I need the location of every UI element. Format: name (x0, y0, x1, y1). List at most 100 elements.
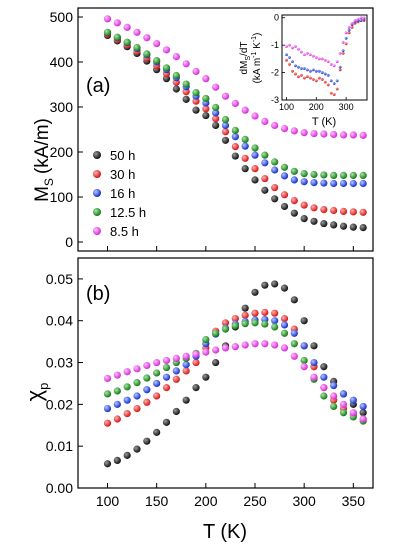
point-inset-30-h (314, 79, 318, 83)
point-inset-8-5-h (305, 51, 309, 55)
point-a-50-h (271, 195, 279, 203)
panel-a-ytick-label: 500 (50, 9, 74, 25)
point-b-12-5-h (212, 329, 220, 337)
point-b-30-h (123, 409, 131, 418)
point-b-50-h (182, 396, 190, 404)
point-a-50-h (320, 219, 328, 228)
panel-b-ticks: 0.00 0.01 0.02 0.03 0.04 0.05 100 150 200 250 300 3… (46, 271, 365, 509)
point-inset-16-h (308, 69, 312, 73)
point-a-50-h (359, 224, 367, 232)
panel-a-ytick-label: 400 (50, 54, 74, 70)
point-a-50-h (349, 223, 357, 231)
panel-a: 0 100 200 300 400 500 (a) MS(kA/m) 50 h 30 h 16… (32, 7, 374, 252)
point-a-16-h (339, 179, 348, 188)
point-a-30-h (231, 143, 239, 151)
point-a-8-5-h (153, 39, 161, 48)
point-inset-16-h (359, 19, 363, 22)
point-inset-16-h (285, 53, 288, 57)
point-a-30-h (182, 88, 190, 96)
panel-a-legend: 50 h 30 h 16 h 12.5 h 8.5 h (93, 148, 146, 239)
point-a-50-h (192, 106, 200, 114)
point-inset-30-h (311, 78, 315, 81)
point-a-16-h (349, 179, 357, 188)
panel-b-ytick-label: 0.01 (46, 438, 73, 454)
panel-b-xtick-label: 150 (145, 493, 169, 509)
point-a-30-h (300, 201, 308, 209)
panel-b-xtick-label: 100 (96, 493, 120, 509)
point-a-16-h (251, 151, 259, 159)
point-b-30-h (280, 315, 289, 323)
panel-b-xtick-label: 200 (194, 493, 218, 509)
point-b-12-5-h (221, 325, 230, 333)
legend-marker-8-5-h (93, 227, 101, 235)
point-a-8-5-h (310, 129, 318, 138)
point-b-16-h (172, 367, 180, 375)
point-inset-30-h (302, 76, 306, 80)
point-b-16-h (271, 317, 279, 325)
point-inset-30-h (326, 83, 330, 87)
point-inset-30-h (294, 72, 297, 76)
point-a-50-h (280, 202, 289, 211)
point-a-8-5-h (221, 92, 230, 100)
point-a-16-h (261, 159, 269, 167)
legend-label-50-h: 50 h (110, 148, 135, 163)
point-a-16-h (359, 179, 367, 188)
point-a-16-h (241, 142, 249, 150)
point-inset-8-5-h (359, 16, 363, 20)
point-inset-16-h (323, 72, 327, 76)
point-inset-30-h (350, 25, 354, 29)
panel-b-frame (77, 257, 374, 489)
point-inset-8-5-h (338, 51, 342, 55)
point-b-8-5-h (280, 344, 289, 352)
point-inset-30-h (305, 75, 309, 79)
legend-label-12-5-h: 12.5 h (110, 205, 146, 220)
point-b-12-5-h (300, 356, 308, 365)
point-inset-16-h (317, 69, 321, 73)
point-inset-30-h (323, 80, 327, 84)
point-a-8-5-h (290, 127, 298, 135)
point-b-50-h (261, 281, 269, 289)
point-a-50-h (261, 186, 269, 194)
point-inset-30-h (288, 62, 291, 66)
point-b-30-h (143, 398, 151, 406)
point-b-8-5-h (310, 373, 318, 381)
point-a-12-5-h (251, 144, 259, 152)
point-a-12-5-h (172, 71, 180, 80)
point-b-50-h (241, 304, 249, 312)
point-inset-16-h (314, 69, 318, 73)
point-a-16-h (330, 179, 338, 188)
point-inset-30-h (347, 31, 351, 35)
point-inset-8-5-h (353, 19, 357, 22)
point-inset-8-5-h (302, 53, 306, 57)
point-b-12-5-h (320, 392, 328, 400)
point-inset-30-h (317, 76, 321, 80)
point-b-50-h (310, 342, 318, 350)
point-a-30-h (349, 208, 357, 216)
point-b-30-h (221, 319, 230, 327)
point-inset-8-5-h (335, 60, 339, 64)
point-inset-8-5-h (297, 47, 300, 51)
point-a-12-5-h (113, 33, 121, 41)
point-inset-8-5-h (294, 45, 297, 48)
point-a-8-5-h (251, 112, 259, 120)
point-a-50-h (182, 95, 190, 103)
point-b-50-h (133, 445, 141, 453)
point-a-30-h (251, 165, 259, 173)
point-a-8-5-h (133, 28, 141, 36)
point-b-8-5-h (202, 348, 210, 356)
point-b-12-5-h (280, 329, 289, 337)
point-a-12-5-h (212, 103, 220, 112)
point-inset-16-h (332, 82, 336, 85)
point-a-30-h (221, 128, 230, 136)
point-a-16-h (310, 179, 318, 187)
panel-a-label: (a) (86, 75, 110, 97)
point-inset-16-h (326, 73, 330, 77)
point-b-8-5-h (290, 352, 298, 360)
point-b-16-h (113, 400, 121, 408)
panel-a-frame (77, 7, 374, 252)
point-a-50-h (212, 121, 220, 130)
point-b-12-5-h (103, 390, 112, 398)
point-a-12-5-h (271, 158, 279, 166)
point-a-8-5-h (300, 129, 308, 137)
point-inset-30-h (344, 42, 348, 46)
